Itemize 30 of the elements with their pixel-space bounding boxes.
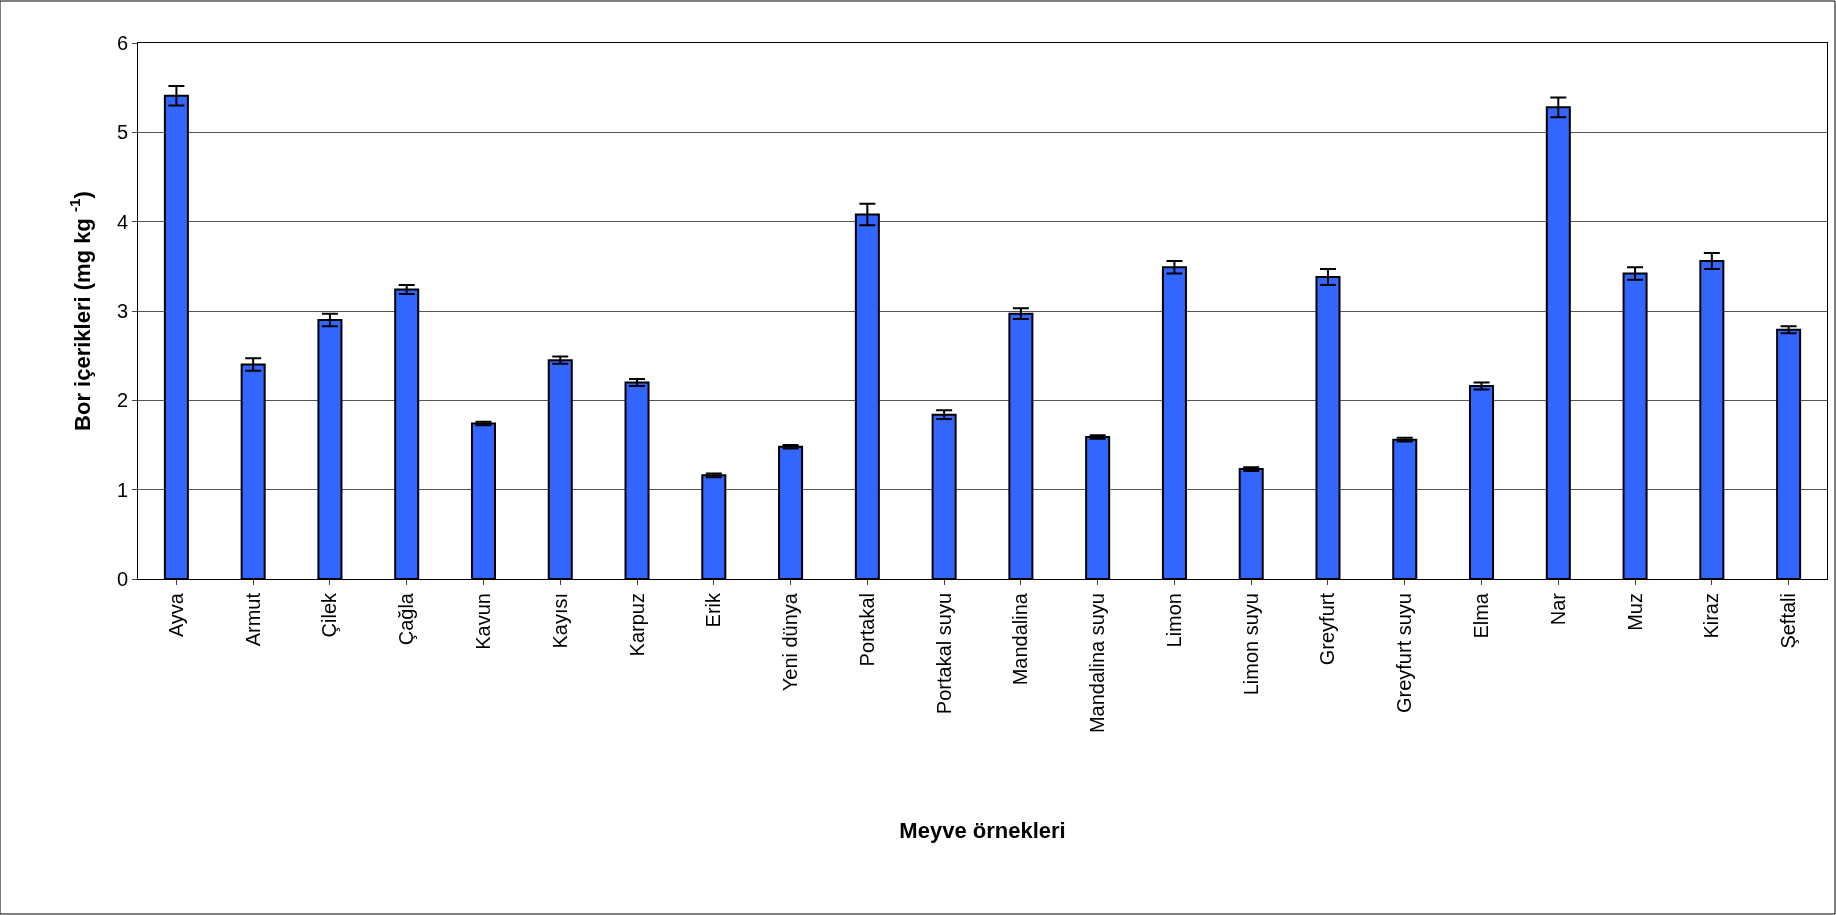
y-tick-label: 5: [116, 121, 128, 144]
x-tick-label: Limon suyu: [1239, 593, 1262, 696]
x-tick-label: Çağla: [395, 592, 418, 646]
x-tick-label: Greyfurt: [1316, 592, 1339, 666]
x-tick-label: Ayva: [164, 592, 187, 638]
y-tick-label: 1: [116, 478, 128, 501]
x-tick-label: Greyfurt suyu: [1393, 593, 1416, 714]
x-tick-label: Mandalina: [1009, 592, 1032, 686]
x-tick-label: Çilek: [318, 592, 341, 638]
y-tick-label: 6: [116, 32, 128, 54]
x-tick-label: Şeftali: [1777, 593, 1800, 649]
y-tick-label: 3: [116, 300, 128, 322]
x-tick-label: Kayısı: [548, 593, 571, 649]
x-tick-label: Kiraz: [1700, 593, 1723, 639]
x-tick-label: Portakal: [855, 593, 878, 667]
y-tick-label: 0: [116, 568, 128, 590]
x-tick-label: Yeni dünya: [779, 592, 802, 692]
x-tick-label: Armut: [241, 592, 264, 647]
x-tick-label: Karpuz: [625, 593, 648, 657]
x-tick-label: Mandalina suyu: [1086, 593, 1109, 734]
x-tick-label: Portakal suyu: [932, 593, 955, 715]
x-tick-label: Kavun: [471, 593, 494, 650]
x-tick-label: Limon: [1162, 593, 1185, 648]
x-axis-title: Meyve örnekleri: [899, 817, 1066, 843]
x-tick-label: Erik: [702, 592, 725, 628]
x-tick-label: Elma: [1470, 592, 1493, 639]
x-tick-label: Nar: [1546, 592, 1569, 626]
y-tick-label: 4: [116, 210, 128, 233]
y-tick-label: 2: [116, 389, 128, 412]
x-tick-label: Muz: [1623, 593, 1646, 631]
